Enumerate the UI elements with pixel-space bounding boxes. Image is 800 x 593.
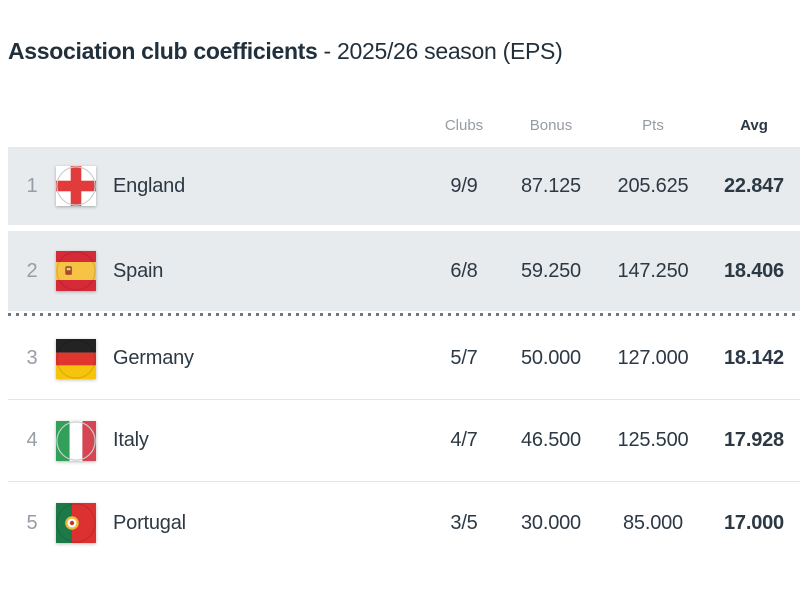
column-header-clubs: Clubs [444, 117, 484, 134]
table-body: 1 England 9/9 87.125 205.625 22.847 2 [0, 147, 800, 564]
clubs-value: 4/7 [450, 429, 478, 451]
pts-value: 127.000 [617, 347, 689, 369]
pts-value: 125.500 [617, 429, 689, 451]
bonus-value: 30.000 [521, 511, 581, 534]
pts-value: 205.625 [617, 174, 689, 197]
country-name: Spain [113, 259, 164, 282]
rank: 5 [26, 511, 38, 534]
page-title-season: - 2025/26 season (EPS) [323, 38, 563, 64]
country-flag [56, 166, 113, 206]
avg-value: 17.000 [724, 511, 784, 534]
bonus-value: 50.000 [521, 347, 581, 369]
rank: 1 [26, 174, 38, 197]
portugal-flag-icon [56, 503, 96, 543]
rank: 2 [26, 259, 38, 282]
rank: 3 [26, 347, 38, 369]
country-name: England [113, 174, 185, 197]
clubs-value: 5/7 [450, 347, 478, 369]
bonus-value: 46.500 [521, 429, 581, 451]
pts-value: 147.250 [617, 259, 689, 282]
clubs-value: 3/5 [450, 511, 478, 534]
italy-flag-icon [56, 420, 96, 461]
country-flag [56, 338, 113, 379]
table-row[interactable]: 1 England 9/9 87.125 205.625 22.847 [8, 147, 800, 225]
clubs-value: 9/9 [450, 174, 478, 197]
table-header: Clubs Bonus Pts Avg [8, 65, 800, 147]
avg-value: 18.142 [724, 347, 784, 369]
table-row[interactable]: 5 Portugal 3/5 30.000 85.000 17.000 [8, 482, 800, 564]
bonus-value: 59.250 [521, 259, 581, 282]
column-header-bonus: Bonus [529, 117, 573, 134]
country-flag [56, 503, 113, 543]
avg-value: 17.928 [724, 429, 784, 451]
country-flag [56, 251, 113, 291]
qualification-cutoff-line [8, 313, 800, 316]
clubs-value: 6/8 [450, 259, 478, 282]
country-name: Italy [113, 429, 149, 451]
table-row[interactable]: 2 Spain 6/8 59.250 147.250 18.406 [8, 231, 800, 311]
avg-value: 22.847 [724, 174, 784, 197]
page-title-main: Association club coefficients [8, 38, 318, 64]
spain-flag-icon [56, 251, 96, 291]
rank: 4 [26, 429, 38, 451]
page-title: Association club coefficients - 2025/26 s… [8, 38, 800, 65]
pts-value: 85.000 [623, 511, 683, 534]
country-name: Germany [113, 347, 194, 369]
germany-flag-icon [56, 338, 96, 379]
table-row[interactable]: 3 Germany 5/7 50.000 127.000 18.142 [8, 318, 800, 400]
coefficient-table: Clubs Bonus Pts Avg 1 England 9/9 87.125… [0, 65, 800, 564]
table-row[interactable]: 4 Italy 4/7 46.500 125.500 17.928 [8, 400, 800, 482]
country-name: Portugal [113, 511, 186, 534]
column-header-avg: Avg [740, 117, 768, 134]
column-header-pts: Pts [642, 117, 664, 134]
country-flag [56, 420, 113, 461]
bonus-value: 87.125 [521, 174, 581, 197]
avg-value: 18.406 [724, 259, 784, 282]
england-flag-icon [56, 166, 96, 206]
